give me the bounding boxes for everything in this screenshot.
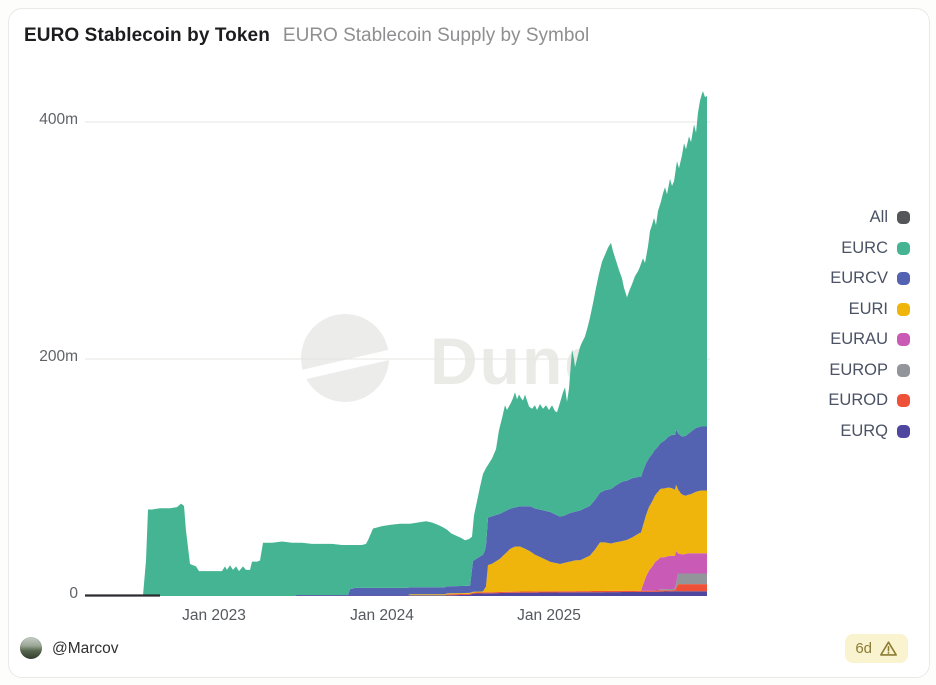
legend-swatch [897, 333, 910, 346]
area-series-eurq[interactable] [85, 591, 707, 596]
legend-label: All [869, 208, 888, 226]
data-age-badge[interactable]: 6d [845, 634, 908, 663]
chart-subtitle: EURO Stablecoin Supply by Symbol [282, 25, 590, 46]
legend-item-eurod[interactable]: EUROD [828, 389, 910, 412]
legend-swatch [897, 302, 910, 316]
warning-icon [880, 641, 897, 656]
y-tick-0: 0 [69, 585, 78, 602]
x-tick-jan-2023: Jan 2023 [182, 607, 246, 624]
legend-swatch [897, 272, 910, 285]
legend-label: EURAU [830, 330, 888, 348]
area-series-eurcv[interactable] [85, 426, 707, 597]
legend-label: EUROD [828, 391, 888, 409]
data-age-label: 6d [855, 640, 872, 657]
x-tick-jan-2024: Jan 2024 [350, 607, 414, 624]
dune-watermark: Dune [288, 314, 601, 402]
legend-swatch [897, 424, 910, 438]
legend-item-eurc[interactable]: EURC [828, 237, 910, 260]
chart-title: EURO Stablecoin by Token [24, 25, 270, 46]
legend-item-all[interactable]: All [828, 206, 910, 229]
legend-item-europ[interactable]: EUROP [828, 359, 910, 382]
legend-item-eurq[interactable]: EURQ [828, 420, 910, 443]
legend-label: EURQ [840, 421, 888, 440]
legend-label: EURI [848, 299, 888, 318]
legend-swatch [897, 394, 910, 407]
chart-header: EURO Stablecoin by Token EURO Stablecoin… [24, 25, 589, 47]
author-handle[interactable]: @Marcov [52, 640, 119, 657]
x-tick-jan-2025: Jan 2025 [517, 607, 581, 624]
legend-label: EURCV [830, 269, 888, 287]
legend-swatch [897, 211, 910, 224]
y-tick-400m: 400m [39, 111, 78, 128]
area-series-eurc[interactable] [85, 91, 707, 596]
legend-label: EURC [841, 238, 888, 257]
legend-label: EUROP [829, 360, 888, 379]
area-series-euri[interactable] [85, 484, 707, 596]
legend-item-euri[interactable]: EURI [828, 298, 910, 321]
area-series-group [85, 91, 707, 596]
legend: All EURC EURCV EURI EURAU EUROP EUROD EURQ [828, 206, 910, 443]
legend-swatch [897, 241, 910, 255]
legend-item-eurau[interactable]: EURAU [828, 328, 910, 351]
legend-swatch [897, 363, 910, 377]
legend-item-eurcv[interactable]: EURCV [828, 267, 910, 290]
y-tick-200m: 200m [39, 348, 78, 365]
author-avatar[interactable] [20, 637, 42, 659]
